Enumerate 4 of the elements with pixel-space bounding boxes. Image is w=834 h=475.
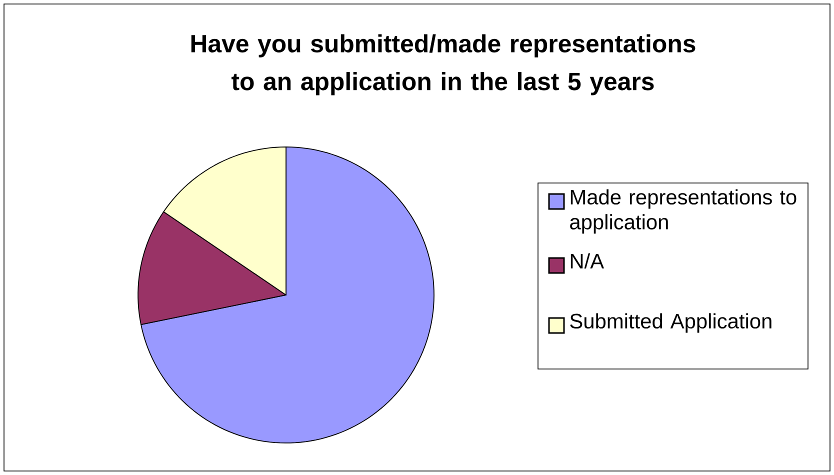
legend-label: N/A: [570, 253, 604, 269]
chart-title: Have you submitted/made representations to an application in the last 5 years: [191, 34, 696, 96]
legend-label: Submitted Application: [570, 313, 772, 333]
legend-label: Made representations to application: [570, 189, 796, 234]
